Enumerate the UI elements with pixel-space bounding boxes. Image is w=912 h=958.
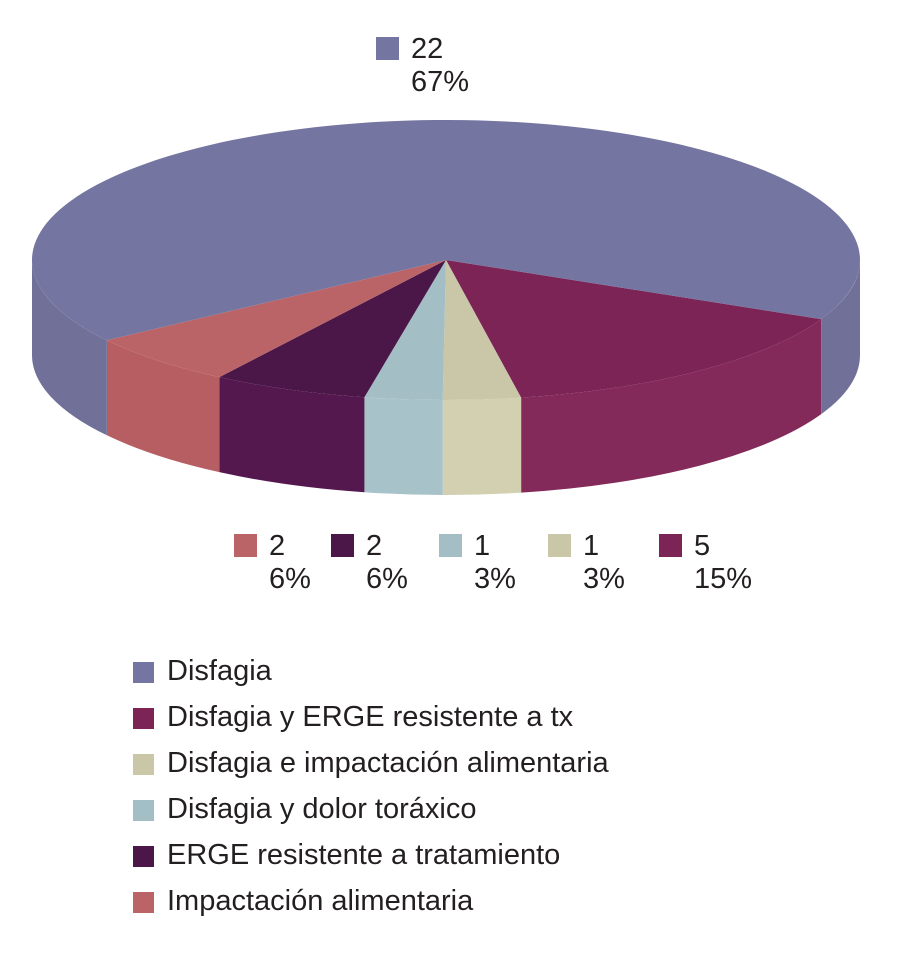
pie-slice-side: [364, 397, 443, 495]
data-label-swatch: [376, 37, 399, 60]
pie-slice-side: [32, 260, 107, 436]
legend-swatch: [133, 892, 154, 913]
legend-label: Disfagia y dolor toráxico: [167, 793, 477, 825]
data-label-percent: 15%: [694, 563, 753, 595]
pie-slice-side: [521, 319, 822, 493]
legend-label: Impactación alimentaria: [167, 885, 474, 917]
data-label-percent: 3%: [474, 563, 516, 595]
pie-chart: [32, 119, 861, 495]
data-label-percent: 6%: [366, 563, 408, 595]
legend-swatch: [133, 662, 154, 683]
data-label-value: 1: [583, 530, 600, 562]
data-label-percent: 3%: [583, 563, 625, 595]
data-label-value: 5: [694, 530, 711, 562]
pie-slice: [106, 260, 446, 378]
legend-swatch: [133, 708, 154, 729]
legend-swatch: [133, 800, 154, 821]
data-label-percent: 67%: [411, 66, 470, 98]
data-label-swatch: [331, 534, 354, 557]
data-label-percent: 6%: [269, 563, 311, 595]
pie-slice: [364, 260, 446, 400]
pie-slice: [442, 260, 522, 400]
data-label-swatch: [439, 534, 462, 557]
pie-slice: [219, 260, 446, 398]
legend-label: Disfagia e impactación alimentaria: [167, 747, 609, 779]
data-label-swatch: [234, 534, 257, 557]
legend-label: ERGE resistente a tratamiento: [167, 839, 561, 871]
data-label-value: 1: [474, 530, 491, 562]
pie-slice-side: [219, 377, 365, 493]
legend-swatch: [133, 846, 154, 867]
legend-label: Disfagia: [167, 655, 272, 687]
pie-slice-side: [442, 397, 522, 495]
legend-swatch: [133, 754, 154, 775]
pie-slice-side: [106, 340, 220, 473]
pie-slice-side: [821, 260, 860, 415]
data-label-value: 2: [366, 530, 383, 562]
pie-slice: [32, 119, 861, 341]
legend-label: Disfagia y ERGE resistente a tx: [167, 701, 574, 733]
data-label-value: 22: [411, 33, 444, 65]
pie-slice: [446, 260, 822, 398]
data-label-value: 2: [269, 530, 286, 562]
data-label-swatch: [548, 534, 571, 557]
data-label-swatch: [659, 534, 682, 557]
